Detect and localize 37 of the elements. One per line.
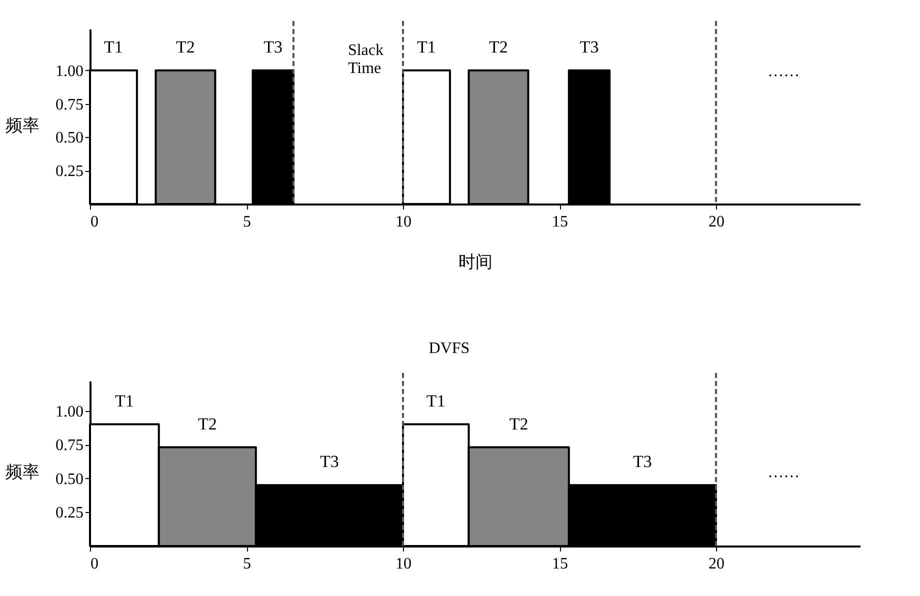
x-tick-label: 10: [396, 214, 412, 230]
x-tick-label: 5: [243, 214, 252, 230]
series-label: T3: [580, 37, 599, 56]
series-label: T2: [489, 37, 508, 56]
x-tick-label: 0: [90, 214, 98, 230]
y-tick-label: 0.25: [56, 504, 84, 522]
series-label: T1: [426, 391, 446, 410]
y-tick-label: 1.00: [56, 403, 84, 420]
x-tick-label: 20: [708, 214, 725, 230]
series-label: T1: [114, 391, 134, 410]
y-tick-label: 1.00: [56, 62, 84, 80]
text: DVFS: [428, 340, 470, 357]
y-axis-title: 频率: [6, 462, 40, 482]
y-tick-label: 0.25: [56, 163, 84, 180]
x-tick-label: 0: [90, 556, 98, 572]
series-label: T3: [633, 452, 652, 472]
y-tick-label: 0.75: [56, 437, 84, 454]
x-tick-label: 10: [396, 556, 412, 572]
y-tick-label: 0.50: [56, 470, 84, 488]
series-label: T1: [104, 37, 123, 56]
y-tick-label: 0.75: [56, 96, 84, 114]
series-label: T3: [264, 37, 283, 56]
x-tick-label: 5: [243, 556, 252, 572]
series-label: T2: [198, 414, 217, 434]
annotation: Slack Time: [348, 42, 384, 77]
annotation: ……: [768, 464, 800, 481]
series-label: T2: [509, 414, 528, 434]
series-label: T1: [417, 37, 436, 56]
x-tick-label: 15: [552, 556, 568, 572]
x-axis-title: 时间: [458, 252, 492, 272]
annotation: ……: [768, 63, 800, 80]
x-tick-label: 15: [552, 214, 568, 230]
x-tick-label: 20: [708, 556, 725, 572]
series-label: T3: [320, 452, 339, 472]
y-axis-title: 频率: [6, 116, 40, 135]
series-label: T2: [176, 37, 195, 56]
y-tick-label: 0.50: [56, 130, 84, 147]
